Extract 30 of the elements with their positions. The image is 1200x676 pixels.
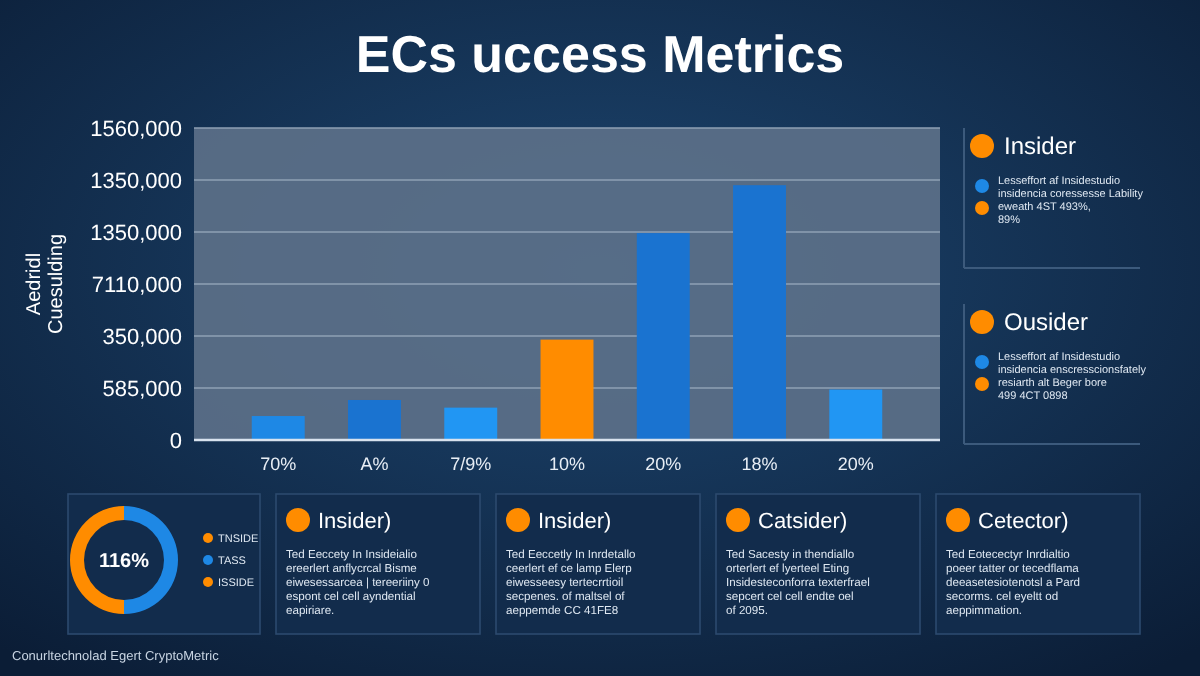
x-tick-label: A% bbox=[360, 454, 389, 474]
x-tick-label: 18% bbox=[741, 454, 778, 474]
bar bbox=[733, 185, 786, 440]
text: 7110,000 bbox=[91, 273, 182, 298]
x-tick-label: 20% bbox=[645, 454, 682, 474]
text: 1350,000 bbox=[90, 169, 182, 194]
text: 0 bbox=[169, 429, 182, 454]
category-label: Insider bbox=[1004, 132, 1077, 160]
bar bbox=[829, 389, 883, 440]
category-label: Ousider bbox=[1004, 308, 1089, 336]
chart-title: ECs uccess Metrics bbox=[355, 24, 845, 84]
category-label: Cetector) bbox=[978, 510, 1069, 534]
bar bbox=[348, 400, 401, 440]
bar bbox=[636, 233, 690, 440]
text: 585,000 bbox=[102, 377, 182, 402]
category-label: Insider) bbox=[538, 510, 612, 534]
text: 1560,000 bbox=[90, 117, 182, 142]
text: 350,000 bbox=[102, 325, 182, 350]
category-label: Catsider) bbox=[758, 510, 848, 534]
bar bbox=[444, 407, 498, 440]
text: 1350,000 bbox=[90, 221, 182, 246]
x-tick-label: 20% bbox=[837, 454, 874, 474]
x-tick-label: 7/9% bbox=[450, 454, 492, 474]
x-tick-label: 70% bbox=[260, 454, 297, 474]
x-tick-label: 10% bbox=[548, 454, 586, 474]
text: 116% bbox=[98, 551, 150, 573]
category-label: Insider) bbox=[318, 510, 392, 534]
bar bbox=[540, 339, 594, 440]
y-axis-title: Aedridl Cuesulding bbox=[24, 233, 68, 335]
bar bbox=[251, 416, 305, 440]
